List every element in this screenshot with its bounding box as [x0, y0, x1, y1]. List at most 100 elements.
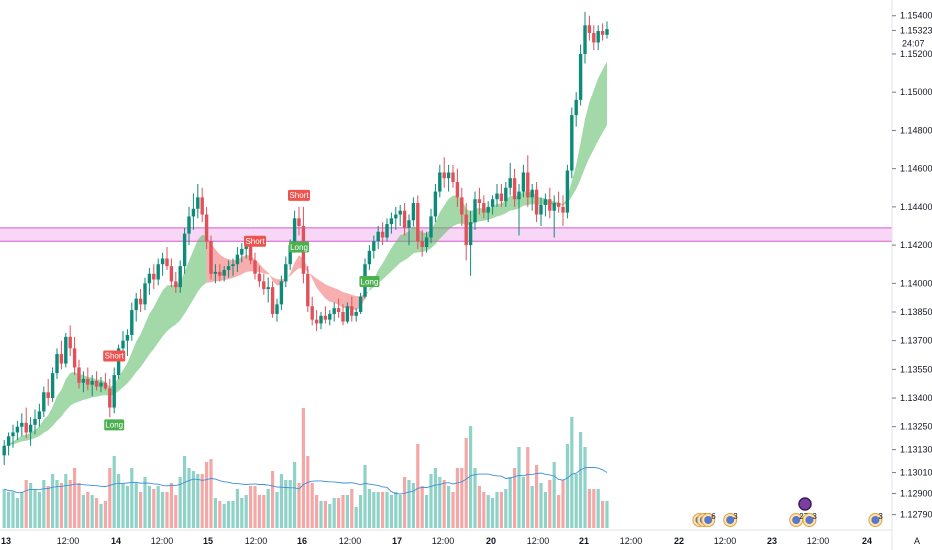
time-tick-label: 12:00 — [432, 536, 455, 546]
volume-bar — [191, 471, 195, 528]
candle-body — [319, 315, 323, 324]
price-tick: 1.13250 — [892, 422, 932, 432]
candle-body — [482, 203, 486, 213]
candle-body — [46, 392, 50, 399]
candle-body — [15, 426, 20, 433]
volume-bar — [99, 504, 103, 528]
candle — [125, 329, 130, 356]
candle — [240, 243, 244, 263]
volume-bar — [183, 456, 187, 528]
volume-bar — [156, 486, 160, 528]
time-tick-label: 16 — [297, 536, 307, 546]
candle-body — [543, 199, 548, 205]
candle — [103, 373, 108, 391]
candle — [59, 340, 64, 370]
candle-body — [473, 199, 477, 223]
candle-body — [108, 388, 112, 408]
volume-bar — [275, 492, 279, 528]
candle — [143, 277, 147, 311]
candle — [499, 183, 504, 207]
candle-body — [336, 308, 341, 313]
volume-bar — [218, 501, 222, 528]
candle — [200, 187, 204, 223]
volume-bar — [169, 483, 173, 528]
candle-body — [152, 273, 156, 280]
price-tick: 1.14400 — [892, 202, 932, 212]
candle-body — [411, 203, 416, 221]
volume-bar — [143, 477, 147, 528]
candle-body — [402, 210, 407, 228]
candle — [336, 298, 341, 318]
candle — [297, 206, 301, 236]
volume-bar — [499, 492, 503, 528]
candle-body — [116, 348, 121, 376]
candle-body — [442, 172, 446, 179]
candle — [196, 183, 200, 219]
price-tick: 1.13850 — [892, 307, 932, 317]
candle — [50, 367, 55, 402]
volume-ma-line — [4, 467, 608, 495]
volume-bar — [29, 483, 33, 528]
candle — [526, 155, 530, 207]
time-tick-label: 24 — [862, 536, 872, 546]
event-count: 6 — [711, 512, 716, 521]
price-tick-label: 1.13130 — [900, 445, 932, 455]
price-tick: 1.12900 — [892, 489, 932, 499]
candle-body — [424, 237, 429, 248]
candle — [332, 302, 336, 322]
volume-bar — [508, 477, 512, 528]
volume-bar — [495, 492, 499, 528]
volume-bar — [411, 483, 415, 528]
volume-bar — [86, 492, 90, 528]
candle-body — [11, 432, 15, 437]
candle-body — [468, 222, 473, 246]
candle-body — [504, 187, 508, 202]
volume-bar — [548, 480, 552, 528]
volume-bar — [601, 501, 605, 528]
event-globe-icon — [805, 516, 814, 524]
candle-body — [147, 273, 152, 284]
candle-body — [81, 378, 86, 383]
candle — [473, 191, 477, 230]
volume-bar — [134, 483, 138, 528]
candle-body — [394, 214, 398, 219]
candle-body — [187, 216, 191, 234]
signal-long: Long — [359, 275, 380, 287]
volume-bar — [521, 477, 525, 528]
candle-body — [156, 264, 160, 280]
candle — [468, 210, 473, 276]
candle — [116, 344, 121, 379]
volume-bar — [266, 489, 270, 528]
signal-label: Short — [289, 191, 309, 200]
time-tick-label: 20 — [486, 536, 496, 546]
time-tick-label: 12:00 — [57, 536, 80, 546]
price-tick-label: 1.14400 — [900, 202, 932, 212]
candle — [442, 157, 446, 188]
candle — [328, 310, 332, 326]
candle-body — [539, 204, 543, 215]
candle — [174, 271, 178, 293]
candle-body — [512, 178, 517, 200]
signal-long: Long — [104, 419, 125, 431]
time-tick-label: 12:00 — [527, 536, 550, 546]
candle-body — [534, 189, 539, 215]
volume-bar — [108, 468, 112, 528]
volume-bar — [42, 480, 46, 528]
candle — [169, 258, 174, 288]
candle-body — [332, 308, 336, 314]
candle-body — [20, 422, 24, 427]
volume-bar — [332, 498, 336, 528]
volume-bar — [319, 501, 323, 528]
volume-bar — [442, 480, 446, 528]
candle — [11, 424, 15, 448]
volume-bar — [196, 474, 200, 528]
volume-bar — [420, 486, 424, 528]
volume-bar — [7, 492, 11, 528]
signal-label: Short — [105, 352, 125, 361]
volume-bar — [213, 498, 217, 528]
candle — [600, 23, 605, 41]
candle-body — [94, 380, 99, 387]
volume-bar — [433, 468, 437, 528]
